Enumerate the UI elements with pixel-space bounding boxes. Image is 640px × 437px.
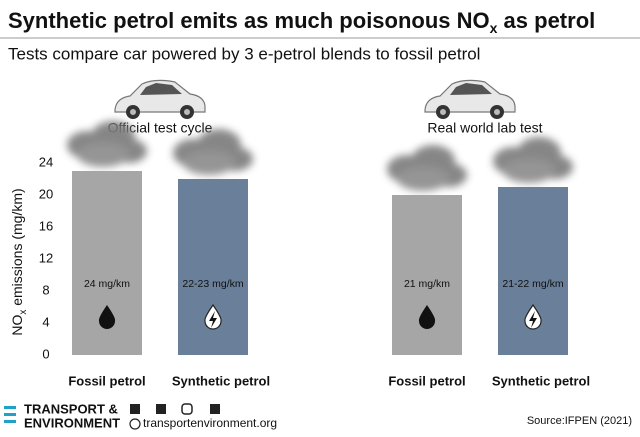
bolt <box>529 311 537 328</box>
logo-text: ENVIRONMENT <box>24 415 120 430</box>
x-tick-label: Fossil petrol <box>68 373 145 388</box>
bar <box>392 195 462 355</box>
bar-note: 22-23 mg/km <box>182 278 244 290</box>
y-tick-label: 16 <box>39 218 53 233</box>
social-icon <box>181 403 193 415</box>
website: transportenvironment.org <box>143 416 277 430</box>
y-tick-label: 24 <box>39 154 53 169</box>
x-tick-label: Synthetic petrol <box>172 373 270 388</box>
social-icon <box>156 404 166 414</box>
y-tick-label: 4 <box>42 314 49 329</box>
subtitle: Tests compare car powered by 3 e-petrol … <box>8 44 480 63</box>
bar-note: 21 mg/km <box>404 278 450 290</box>
footer: TRANSPORT & ENVIRONMENT transportenviron… <box>4 401 632 430</box>
social-icon <box>130 404 140 414</box>
globe-icon <box>129 418 141 430</box>
bolt <box>209 311 217 328</box>
smoke-cloud <box>493 137 573 183</box>
source: Source:IFPEN (2021) <box>527 415 632 427</box>
bar <box>498 187 568 355</box>
fuel-drop-icon <box>418 305 436 329</box>
bar-note: 21-22 mg/km <box>502 278 564 290</box>
y-tick-label: 20 <box>39 186 53 201</box>
y-tick-label: 8 <box>42 282 49 297</box>
y-tick-label: 12 <box>39 250 53 265</box>
y-tick-label: 0 <box>42 346 49 361</box>
fuel-drop-icon <box>98 305 116 329</box>
car-icon <box>424 79 516 120</box>
smoke-cloud <box>387 145 467 191</box>
x-tick-label: Synthetic petrol <box>492 373 590 388</box>
y-axis-label: NOx emissions (mg/km) <box>9 188 29 335</box>
group-label: Real world lab test <box>427 120 542 136</box>
chart-title: Synthetic petrol emits as much poisonous… <box>8 8 595 36</box>
bar-note: 24 mg/km <box>84 278 130 290</box>
logo-text: TRANSPORT & <box>24 401 118 416</box>
group-label: Official test cycle <box>108 120 213 136</box>
x-tick-label: Fossil petrol <box>388 373 465 388</box>
car-icon <box>114 79 206 120</box>
smoke-cloud <box>173 129 253 175</box>
social-icon <box>210 404 220 414</box>
